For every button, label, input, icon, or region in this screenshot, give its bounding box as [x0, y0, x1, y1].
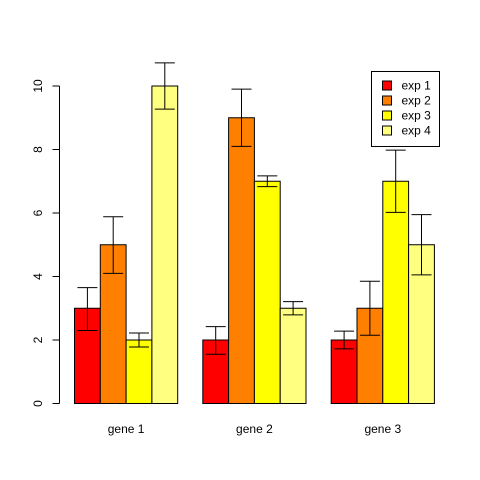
y-tick-label: 2 [31, 336, 45, 343]
error-bars-layer [77, 62, 432, 355]
bar [125, 339, 153, 404]
y-tick-label: 4 [31, 273, 45, 280]
legend-swatch [382, 125, 392, 136]
x-tick-label: gene 1 [108, 422, 145, 436]
y-axis: 0 2 4 6 8 10 [31, 79, 60, 407]
legend-swatch [382, 95, 392, 106]
x-axis-labels: gene 1 gene 2 gene 3 [108, 422, 402, 436]
legend-swatch [382, 80, 392, 91]
legend-swatch [382, 110, 392, 121]
y-tick-label: 6 [31, 209, 45, 216]
bar [228, 117, 255, 404]
bar [151, 85, 179, 404]
legend-entry: exp 2 [402, 94, 432, 108]
bar [382, 180, 410, 404]
legend-entry: exp 4 [402, 124, 432, 138]
y-tick-label: 8 [31, 146, 45, 153]
x-tick-label: gene 3 [364, 422, 401, 436]
bar [279, 307, 307, 404]
legend-entry: exp 1 [402, 79, 432, 93]
legend-entry: exp 3 [402, 109, 432, 123]
y-tick-label: 0 [31, 400, 45, 407]
bar [253, 180, 281, 404]
y-tick-label: 10 [31, 79, 45, 93]
bar [330, 339, 358, 404]
bars-layer [74, 85, 435, 404]
x-tick-label: gene 2 [236, 422, 273, 436]
